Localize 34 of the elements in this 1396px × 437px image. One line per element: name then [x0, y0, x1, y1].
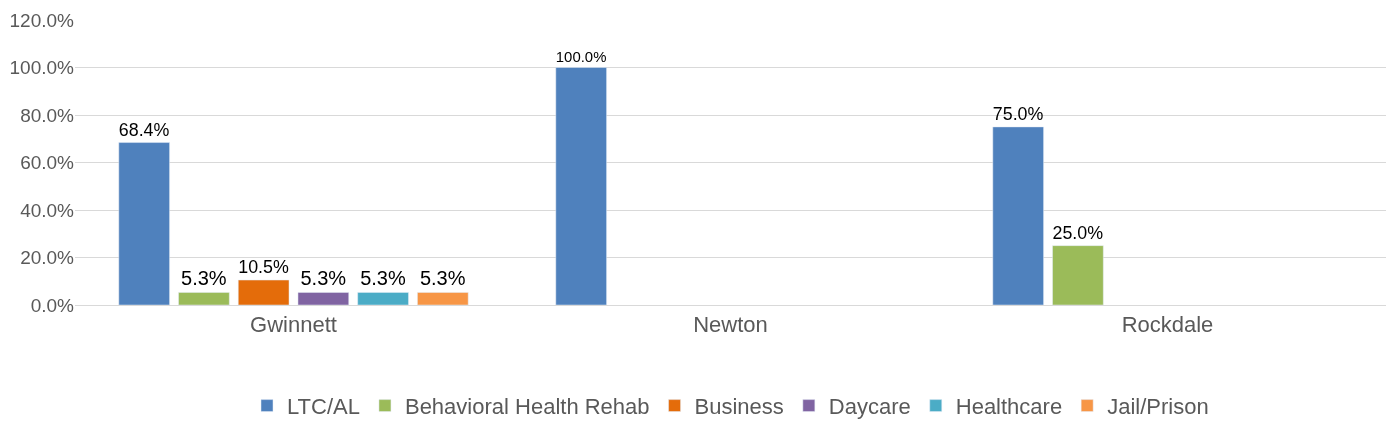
data-label: 75.0%	[992, 104, 1044, 125]
legend-label: Business	[694, 394, 784, 420]
bar	[297, 292, 349, 305]
y-tick-label: 60.0%	[20, 152, 75, 174]
y-tick-label: 20.0%	[20, 247, 75, 269]
legend-label: Daycare	[828, 394, 911, 420]
x-tick-label: Newton	[693, 312, 768, 338]
data-label: 100.0%	[555, 48, 607, 65]
y-tick-label: 0.0%	[30, 294, 75, 316]
x-tick-label: Gwinnett	[250, 312, 337, 338]
data-label: 25.0%	[1052, 223, 1104, 244]
bar	[992, 126, 1044, 305]
y-tick-label: 100.0%	[9, 57, 75, 79]
data-label: 5.3%	[419, 267, 466, 290]
bar	[238, 279, 290, 305]
bar	[118, 142, 170, 305]
bar	[1052, 245, 1104, 305]
bar	[178, 292, 230, 305]
legend-label: Behavioral Health Rehab	[404, 394, 650, 420]
legend-label: Healthcare	[955, 394, 1063, 420]
legend-label: LTC/AL	[287, 394, 360, 420]
data-label: 5.3%	[181, 267, 227, 290]
data-label: 5.3%	[360, 267, 406, 290]
data-label: 10.5%	[238, 257, 289, 278]
y-tick-label: 80.0%	[20, 104, 75, 126]
bar	[417, 292, 469, 305]
x-tick-label: Rockdale	[1121, 312, 1214, 338]
data-label: 68.4%	[118, 119, 170, 140]
bar	[357, 292, 409, 305]
legend-label: Jail/Prison	[1107, 394, 1209, 420]
y-tick-label: 40.0%	[20, 199, 75, 221]
data-label: 5.3%	[300, 267, 347, 290]
bar	[555, 67, 607, 305]
y-tick-label: 120.0%	[9, 9, 75, 31]
